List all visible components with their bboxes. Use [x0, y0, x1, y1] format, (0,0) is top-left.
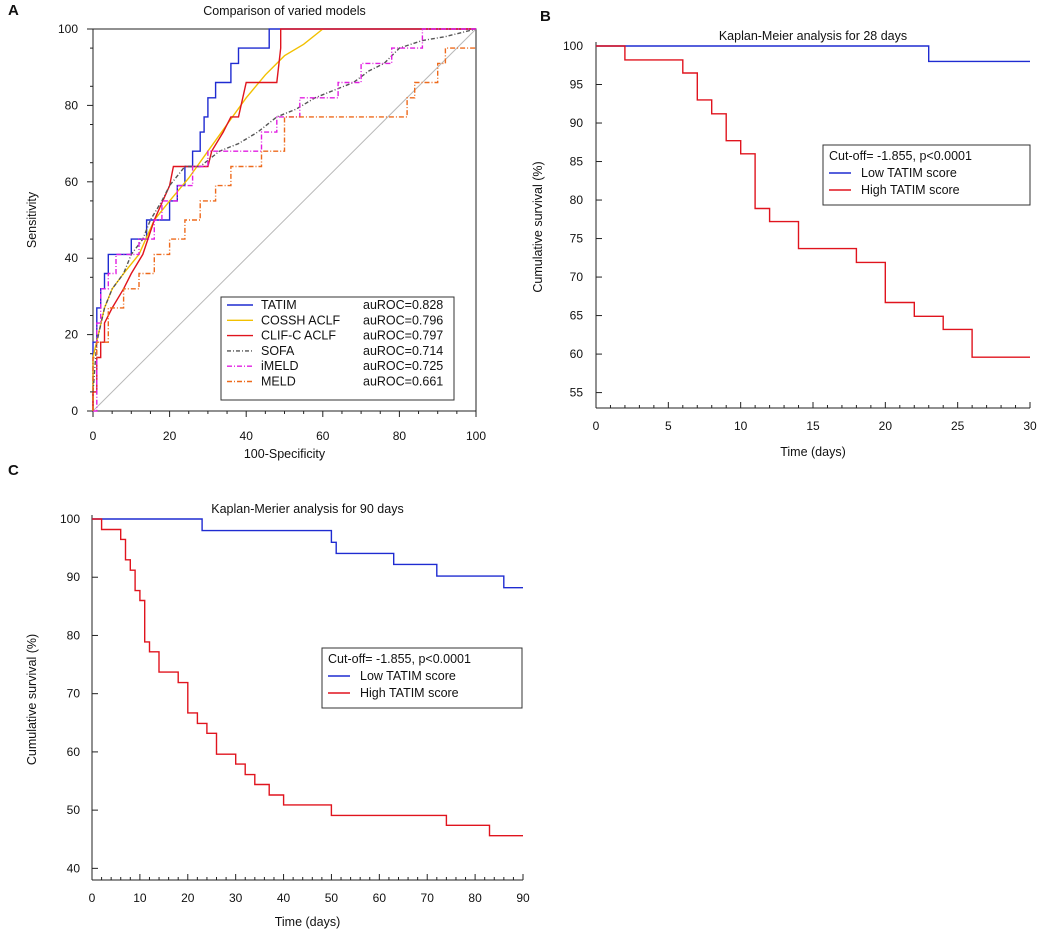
panel-c-title: Kaplan-Merier analysis for 90 days — [211, 502, 403, 516]
panel-b-x-tick-label: 10 — [734, 419, 748, 433]
panel-a-legend-auc: auROC=0.797 — [363, 329, 443, 343]
panel-c-x-tick-label: 50 — [325, 891, 339, 905]
panel-b-y-tick-label: 70 — [570, 270, 584, 284]
panel-b-title: Kaplan-Meier analysis for 28 days — [719, 29, 907, 43]
panel-c-y-tick-label: 60 — [67, 745, 81, 759]
panel-label-b: B — [540, 8, 551, 25]
panel-c-series-low-tatim-score — [92, 518, 523, 589]
panel-b-x-tick-label: 20 — [879, 419, 893, 433]
panel-a-series-cossh-aclf — [92, 28, 324, 411]
panel-a-legend-auc: auROC=0.661 — [363, 375, 443, 389]
panel-a-y-tick-label: 80 — [65, 98, 79, 112]
panel-b-y-tick-label: 80 — [570, 193, 584, 207]
panel-b-y-tick-label: 60 — [570, 347, 584, 361]
panel-a-legend-label: CLIF-C ACLF — [261, 329, 336, 343]
panel-b-x-tick-label: 30 — [1023, 419, 1037, 433]
panel-a-x-tick-label: 100 — [466, 429, 486, 443]
panel-b-x-axis-label: Time (days) — [780, 445, 846, 459]
panel-a-legend-auc: auROC=0.725 — [363, 359, 443, 373]
panel-a-legend-label: TATIM — [261, 298, 297, 312]
panel-c-x-axis-label: Time (days) — [275, 915, 341, 929]
panel-b-x-tick-label: 15 — [806, 419, 820, 433]
panel-c-legend-title: Cut-off= -1.855, p<0.0001 — [328, 652, 471, 666]
panel-b-y-tick-label: 90 — [570, 116, 584, 130]
panel-a-x-tick-label: 0 — [90, 429, 97, 443]
panel-b-y-tick-label: 65 — [570, 309, 584, 323]
panel-a-diagonal-reference — [92, 28, 477, 412]
panel-b-legend-label: Low TATIM score — [861, 166, 957, 180]
panel-c-legend-label: Low TATIM score — [360, 669, 456, 683]
panel-c-x-tick-label: 30 — [229, 891, 243, 905]
panel-c-legend-label: High TATIM score — [360, 686, 459, 700]
panel-a-legend-label: iMELD — [261, 359, 299, 373]
panel-b-legend-title: Cut-off= -1.855, p<0.0001 — [829, 149, 972, 163]
panel-a-legend-box — [220, 296, 455, 401]
panel-b-x-tick-label: 5 — [665, 419, 672, 433]
panel-a-x-tick-label: 20 — [163, 429, 177, 443]
panel-c-x-tick-label: 80 — [468, 891, 482, 905]
panel-a-series-meld — [92, 47, 476, 411]
panel-b-y-tick-label: 75 — [570, 232, 584, 246]
panel-a-series-imeld — [93, 28, 476, 412]
panel-c-y-tick-label: 80 — [67, 628, 81, 642]
panel-c-x-tick-label: 20 — [181, 891, 195, 905]
panel-a-x-tick-label: 40 — [240, 429, 254, 443]
panel-a-legend-auc: auROC=0.714 — [363, 344, 443, 358]
panel-a-legend-auc: auROC=0.796 — [363, 313, 443, 327]
panel-c-x-tick-label: 60 — [373, 891, 387, 905]
panel-a-x-tick-label: 80 — [393, 429, 407, 443]
panel-c-y-tick-label: 100 — [60, 512, 80, 526]
panel-c-y-tick-label: 90 — [67, 570, 81, 584]
panel-a-y-tick-label: 100 — [58, 22, 78, 36]
panel-a-legend-label: MELD — [261, 375, 296, 389]
panel-c-x-tick-label: 0 — [89, 891, 96, 905]
panel-a-x-tick-label: 60 — [316, 429, 330, 443]
panel-c-y-axis-label: Cumulative survival (%) — [25, 634, 39, 765]
panel-b-legend-box — [822, 144, 1031, 206]
panel-b-legend-label: High TATIM score — [861, 183, 960, 197]
panel-b-x-tick-label: 25 — [951, 419, 965, 433]
panel-c-x-tick-label: 90 — [516, 891, 530, 905]
panel-c-series-high-tatim-score — [92, 518, 523, 837]
panel-a-y-tick-label: 40 — [65, 251, 79, 265]
panel-c-legend-box — [321, 647, 523, 709]
panel-a-series-sofa — [92, 28, 477, 392]
panel-b-y-tick-label: 95 — [570, 78, 584, 92]
panel-c-y-tick-label: 50 — [67, 803, 81, 817]
panel-label-c: C — [8, 462, 19, 479]
panel-label-a: A — [8, 2, 19, 19]
panel-c-x-tick-label: 70 — [421, 891, 435, 905]
panel-a-legend-label: COSSH ACLF — [261, 313, 341, 327]
panel-a-x-axis-label: 100-Specificity — [244, 447, 326, 461]
panel-b-x-tick-label: 0 — [593, 419, 600, 433]
panel-c-x-tick-label: 40 — [277, 891, 291, 905]
panel-b-series-low-tatim-score — [596, 45, 1030, 63]
panel-a-legend-label: SOFA — [261, 344, 295, 358]
panel-a-legend-auc: auROC=0.828 — [363, 298, 443, 312]
panel-c-x-tick-label: 10 — [133, 891, 147, 905]
panel-c-y-tick-label: 40 — [67, 861, 81, 875]
panel-a-y-tick-label: 0 — [71, 404, 78, 418]
panel-b-series-high-tatim-score — [596, 45, 1030, 358]
panel-a-y-tick-label: 20 — [65, 328, 79, 342]
panel-a-y-tick-label: 60 — [65, 175, 79, 189]
panel-a-title: Comparison of varied models — [203, 4, 366, 18]
panel-b-y-tick-label: 85 — [570, 155, 584, 169]
panel-a-y-axis-label: Sensitivity — [25, 191, 39, 248]
panel-b-y-tick-label: 100 — [563, 39, 583, 53]
panel-b-y-axis-label: Cumulative survival (%) — [531, 161, 545, 292]
panel-b-y-tick-label: 55 — [570, 386, 584, 400]
panel-c-y-tick-label: 70 — [67, 687, 81, 701]
